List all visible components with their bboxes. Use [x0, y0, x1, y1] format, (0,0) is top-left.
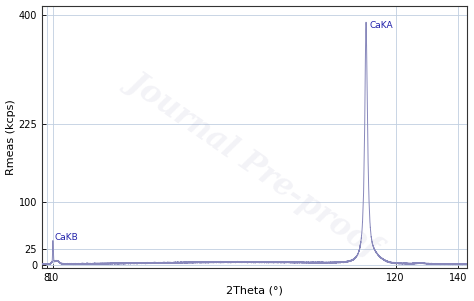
Text: Journal Pre-proof: Journal Pre-proof: [123, 64, 386, 262]
Text: CaKB: CaKB: [54, 233, 78, 242]
Y-axis label: Rmeas (kcps): Rmeas (kcps): [6, 99, 16, 175]
Text: CaKA: CaKA: [369, 20, 393, 29]
X-axis label: 2Theta (°): 2Theta (°): [226, 285, 283, 296]
